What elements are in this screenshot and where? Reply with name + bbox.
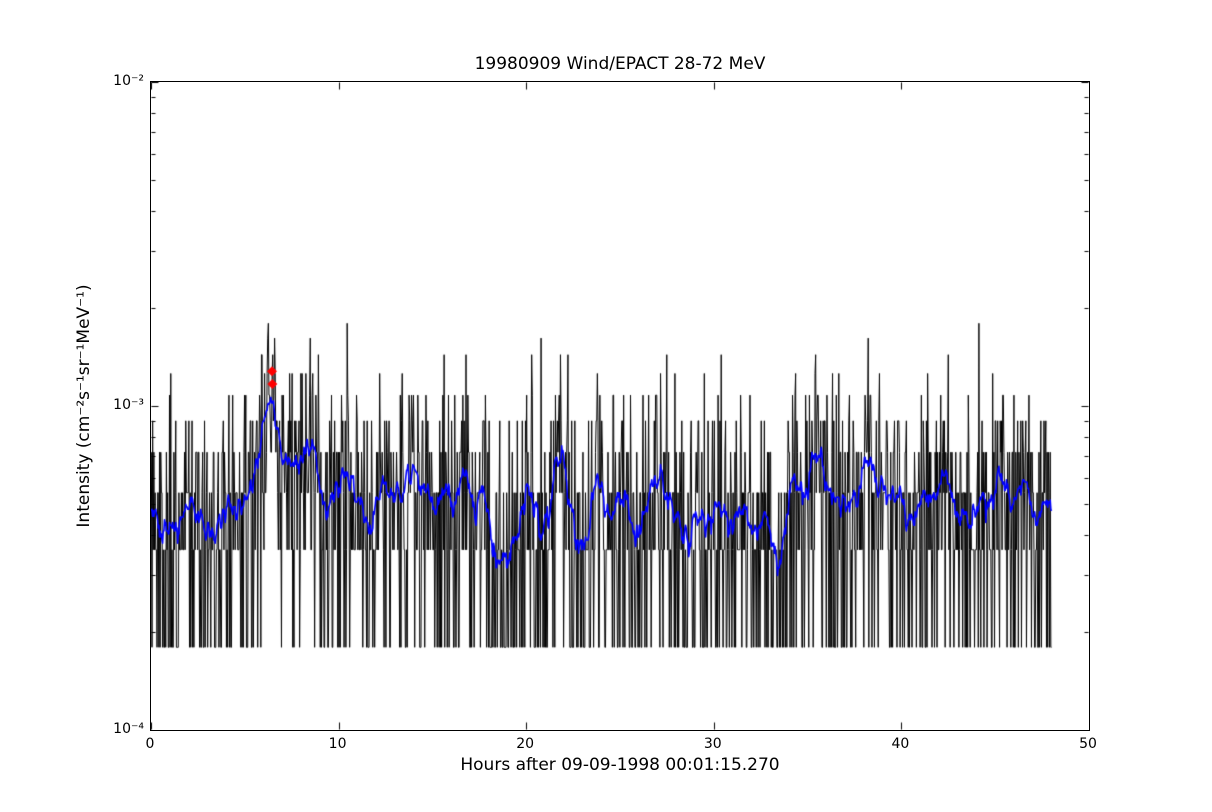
x-tick-label: 50 bbox=[1079, 736, 1097, 752]
x-axis-label: Hours after 09-09-1998 00:01:15.270 bbox=[460, 755, 780, 775]
x-tick-label: 30 bbox=[703, 736, 722, 752]
x-tick-label: 40 bbox=[891, 736, 910, 752]
plot-area bbox=[150, 81, 1090, 731]
y-axis-label: Intensity (cm⁻²s⁻¹sr⁻¹MeV⁻¹) bbox=[74, 284, 94, 528]
y-tick-label: 10⁻² bbox=[113, 73, 144, 89]
x-tick-label: 10 bbox=[328, 736, 347, 752]
y-tick-label: 10⁻³ bbox=[113, 397, 144, 413]
x-tick-label: 20 bbox=[516, 736, 535, 752]
chart-title: 19980909 Wind/EPACT 28-72 MeV bbox=[474, 54, 766, 74]
x-tick-label: 0 bbox=[145, 736, 155, 752]
y-tick-label: 10⁻⁴ bbox=[113, 721, 144, 737]
chart-canvas bbox=[151, 82, 1089, 730]
